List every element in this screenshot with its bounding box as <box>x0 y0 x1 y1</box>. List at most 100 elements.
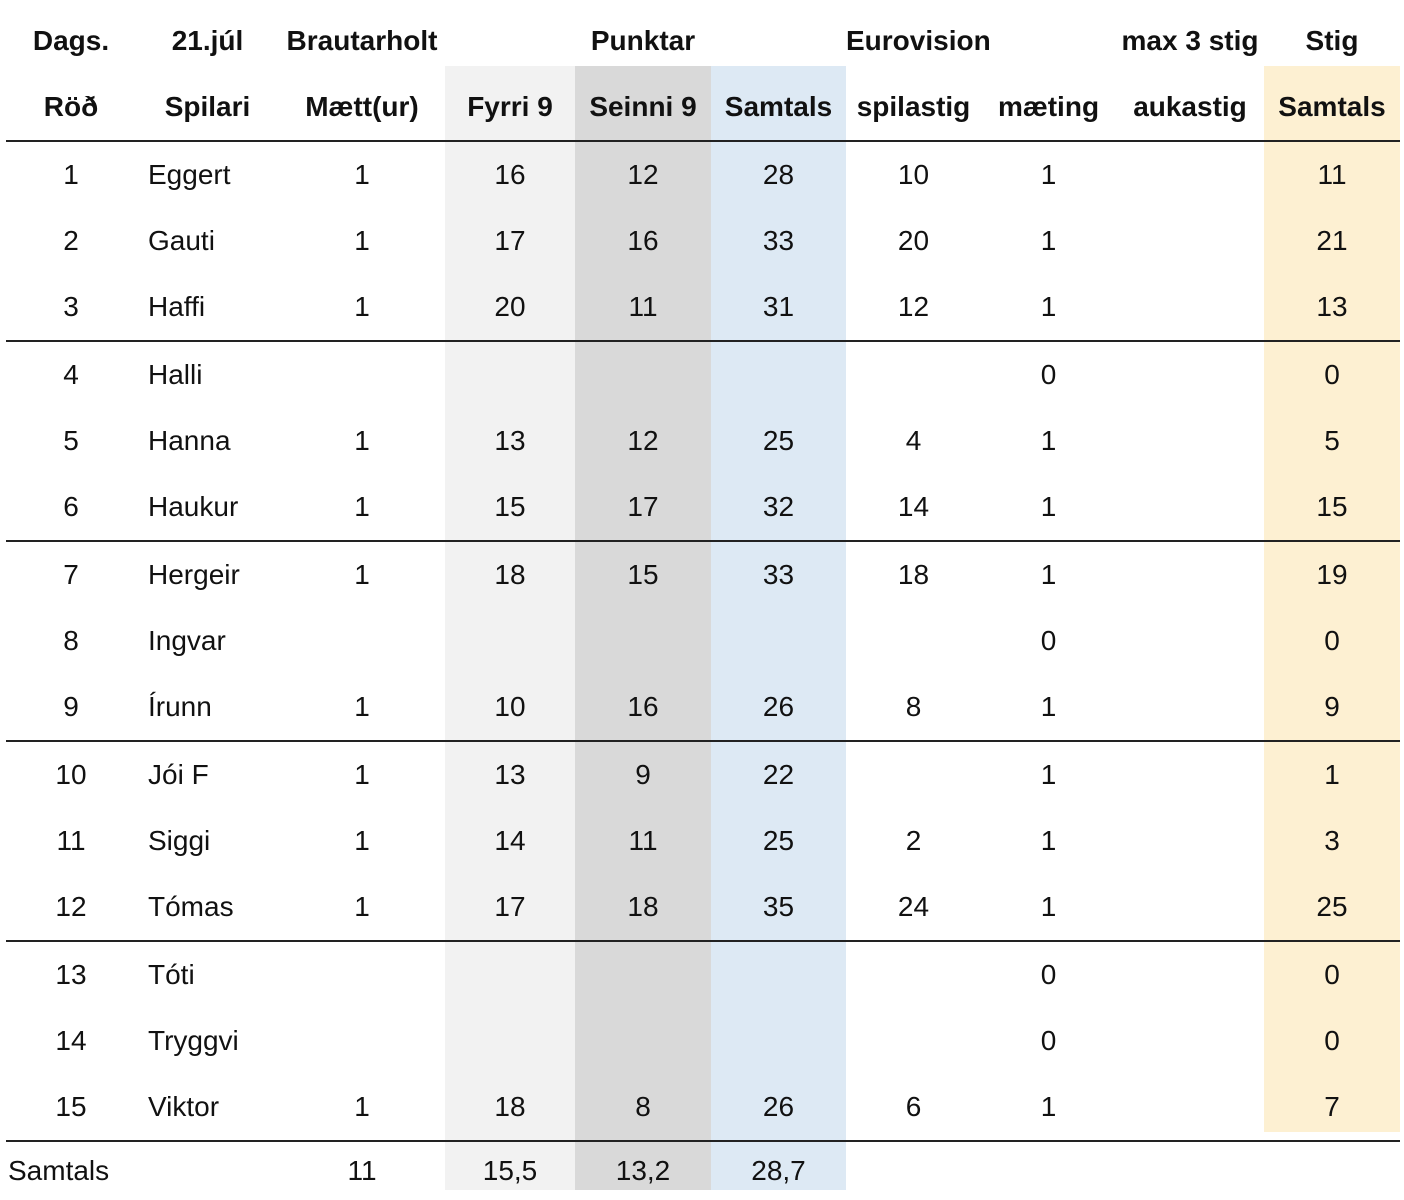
header2-spilastig: spilastig <box>846 74 981 142</box>
total-maett: 11 <box>347 1155 377 1186</box>
table-row: 1 Eggert 1 16 12 28 10 1 11 <box>6 141 1400 208</box>
cell-aukastig <box>1116 141 1264 208</box>
cell-maeting: 1 <box>981 274 1116 342</box>
cell-spilari: Tryggvi <box>148 1025 239 1056</box>
cell-stig-samtals: 7 <box>1264 1074 1400 1142</box>
cell-seinni9: 16 <box>575 674 711 742</box>
table-row: 15 Viktor 1 18 8 26 6 1 7 <box>6 1074 1400 1142</box>
cell-stig-samtals: 9 <box>1264 674 1400 742</box>
cell-seinni9: 9 <box>635 759 651 790</box>
cell-aukastig <box>1116 274 1264 342</box>
cell-maett: 1 <box>354 225 370 256</box>
cell-maeting: 1 <box>981 674 1116 742</box>
cell-maeting: 1 <box>1040 825 1057 856</box>
table-row: 5 Hanna 1 13 12 25 4 1 5 <box>6 408 1400 474</box>
cell-seinni9: 17 <box>575 474 711 542</box>
fyrri9-column-shading <box>445 66 575 1190</box>
header1-stig-samtals: Stig <box>1305 25 1359 56</box>
header1-aukastig: max 3 stig <box>1121 25 1259 56</box>
cell-maeting: 1 <box>981 1074 1116 1142</box>
totals-row: Samtals 11 15,5 13,2 28,7 <box>6 1141 1400 1200</box>
total-spilastig <box>846 1141 981 1200</box>
cell-maeting: 1 <box>1040 225 1057 256</box>
cell-fyrri9: 13 <box>494 759 526 790</box>
cell-seinni9 <box>575 941 711 1008</box>
cell-aukastig <box>1116 674 1264 742</box>
header1-fyrri9 <box>445 8 575 74</box>
table-row: 2 Gauti 1 17 16 33 20 1 21 <box>6 208 1400 274</box>
cell-maett: 1 <box>279 474 445 542</box>
cell-aukastig <box>1116 941 1264 1008</box>
cell-stig-samtals: 21 <box>1316 225 1348 256</box>
header1-spilastig: Eurovision <box>846 25 991 56</box>
table-row: 8 Ingvar 0 0 <box>6 608 1400 674</box>
header2-aukastig: aukastig <box>1116 74 1264 142</box>
cell-spilastig <box>846 941 981 1008</box>
cell-samtals: 26 <box>711 674 846 742</box>
cell-spilari: Hanna <box>148 425 231 456</box>
header2-rod: Röð <box>6 74 136 142</box>
header-row-1: Dags. 21.júl Brautarholt Punktar Eurovision m… <box>6 8 1400 74</box>
samtals-column-shading <box>711 66 846 1190</box>
cell-maett: 1 <box>354 159 370 190</box>
cell-maett <box>279 341 445 408</box>
header2-stig-samtals: Samtals <box>1264 74 1400 142</box>
table-row: 9 Írunn 1 10 16 26 8 1 9 <box>6 674 1400 742</box>
cell-maett: 1 <box>354 759 370 790</box>
cell-maeting: 1 <box>1040 559 1057 590</box>
cell-stig-samtals: 0 <box>1324 1025 1340 1056</box>
cell-maeting: 1 <box>1040 425 1057 456</box>
header2-maett: Mætt(ur) <box>279 74 445 142</box>
cell-samtals: 26 <box>711 1074 846 1142</box>
header1-maeting <box>981 8 1116 74</box>
cell-samtals: 28 <box>762 159 795 190</box>
cell-maett: 1 <box>279 274 445 342</box>
cell-rod: 11 <box>56 825 86 856</box>
cell-maeting: 1 <box>981 474 1116 542</box>
table-row: 12 Tómas 1 17 18 35 24 1 25 <box>6 874 1400 942</box>
cell-maeting: 0 <box>1040 359 1057 390</box>
cell-seinni9: 18 <box>575 874 711 942</box>
cell-maett: 1 <box>279 674 445 742</box>
score-table: Dags. 21.júl Brautarholt Punktar Eurovision m… <box>6 8 1400 1200</box>
table-row: 3 Haffi 1 20 11 31 12 1 13 <box>6 274 1400 342</box>
cell-aukastig <box>1116 1008 1264 1074</box>
table-row: 10 Jói F 1 13 9 22 1 1 <box>6 741 1400 808</box>
cell-aukastig <box>1116 208 1264 274</box>
header2-spilari: Spilari <box>136 74 279 142</box>
total-fyrri9: 15,5 <box>482 1155 538 1186</box>
cell-spilastig <box>846 608 981 674</box>
total-seinni9: 13,2 <box>615 1155 671 1186</box>
cell-maett: 1 <box>354 825 370 856</box>
cell-seinni9: 12 <box>627 159 659 190</box>
cell-spilari: Siggi <box>148 825 211 856</box>
cell-samtals <box>711 608 846 674</box>
cell-spilari: Hergeir <box>148 559 240 590</box>
cell-rod: 8 <box>63 625 79 656</box>
cell-seinni9 <box>575 1008 711 1074</box>
cell-stig-samtals: 19 <box>1316 559 1348 590</box>
cell-rod: 10 <box>55 759 87 790</box>
cell-aukastig <box>1116 474 1264 542</box>
cell-stig-samtals: 0 <box>1324 959 1340 990</box>
total-aukastig <box>1116 1141 1264 1200</box>
cell-fyrri9: 18 <box>494 559 526 590</box>
table-row: 6 Haukur 1 15 17 32 14 1 15 <box>6 474 1400 542</box>
cell-spilastig: 6 <box>846 1074 981 1142</box>
table-row: 14 Tryggvi 0 0 <box>6 1008 1400 1074</box>
cell-spilastig: 4 <box>905 425 922 456</box>
header2-samtals: Samtals <box>711 74 846 142</box>
cell-samtals <box>711 1008 846 1074</box>
cell-samtals: 25 <box>762 825 795 856</box>
cell-spilastig: 8 <box>846 674 981 742</box>
cell-samtals: 33 <box>762 559 795 590</box>
cell-rod: 2 <box>63 225 79 256</box>
cell-fyrri9 <box>445 341 575 408</box>
cell-rod: 4 <box>63 359 79 390</box>
cell-rod: 7 <box>63 559 79 590</box>
cell-stig-samtals: 11 <box>1317 159 1347 190</box>
cell-maeting: 1 <box>1040 159 1057 190</box>
total-maeting <box>981 1141 1116 1200</box>
cell-spilastig: 18 <box>897 559 930 590</box>
